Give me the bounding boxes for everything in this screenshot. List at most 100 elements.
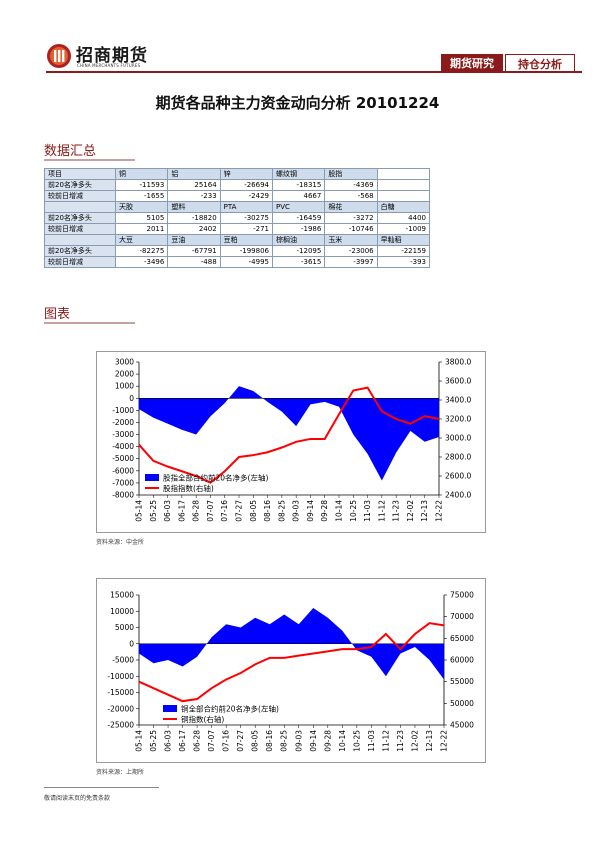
y-left-tick-label: -7000	[112, 478, 134, 487]
table-cell: -1009	[376, 223, 431, 235]
table-cell: -12095	[271, 245, 326, 257]
y-left-tick-label: -3000	[112, 430, 134, 439]
table-cell: -23006	[324, 245, 378, 257]
y-right-tick-label: 70000	[450, 612, 474, 621]
y-left-tick-label: 1000	[115, 382, 134, 391]
y-right-tick-label: 3600.0	[445, 377, 471, 386]
table-header-row: 天胶 塑料 PTA PVC 棉花 白糖	[44, 201, 431, 213]
header-tab-position[interactable]: 持仓分析	[505, 54, 575, 73]
table-cell: 2402	[167, 223, 221, 235]
table-cell: -1986	[271, 223, 326, 235]
table-cell: 2011	[114, 223, 169, 235]
summary-table: 项目铜铝锌螺纹钢 股指 前20名净多头 -11593 25164 -26694 -18315…	[44, 168, 431, 268]
table-cell: -3496	[114, 256, 169, 268]
x-tick-label: 10-14	[335, 500, 344, 522]
x-tick-label: 07-16	[220, 500, 229, 522]
table-row: 前20名净多头 -11593 25164 -26694 -18315 -4369	[44, 179, 431, 191]
table-column-header: 塑料	[167, 201, 221, 213]
table-cell: -11593	[114, 179, 169, 191]
brand-name-cn: 招商期货	[76, 46, 148, 66]
y-left-tick-label: -10000	[107, 672, 134, 681]
section-charts-heading: 图表	[44, 307, 71, 322]
table-cell: -4995	[219, 256, 273, 268]
x-tick-label: 08-16	[265, 730, 274, 752]
y-left-tick-label: -15000	[107, 688, 134, 697]
table-row: 前20名净多头 -82275 -67791 -199806 -12095 -23006 -2…	[44, 245, 431, 257]
brand-logo: 招商期货 CHINA MERCHANTS FUTURES	[46, 40, 156, 74]
table-row-label: 前20名净多头	[44, 245, 116, 257]
table-column-header	[376, 168, 431, 180]
table-column-header: 白糖	[376, 201, 431, 213]
x-tick-label: 07-27	[236, 730, 245, 752]
x-tick-label: 08-16	[263, 500, 272, 522]
y-right-tick-label: 2600.0	[445, 472, 471, 481]
price-index-line-series	[138, 386, 440, 484]
y-left-tick-label: -8000	[112, 491, 134, 500]
table-cell: 4667	[271, 190, 326, 202]
y-left-tick-label: 15000	[110, 591, 134, 600]
table-cell: -4369	[324, 179, 378, 191]
y-left-tick-label: -25000	[107, 721, 134, 730]
table-column-header: 股指	[324, 168, 378, 180]
logo-mark-icon	[47, 44, 71, 68]
table-column-header: PVC	[271, 201, 326, 213]
x-tick-label: 12-02	[406, 500, 415, 522]
table-cell: -3615	[271, 256, 326, 268]
table-header-label: 项目	[44, 168, 116, 180]
y-left-tick-label: 2000	[115, 370, 134, 379]
x-tick-label: 08-05	[251, 730, 260, 752]
y-left-tick-label: -5000	[112, 656, 134, 665]
source-note-1: 资料来源：中金所	[96, 539, 145, 546]
table-column-header: 棉花	[324, 201, 378, 213]
table-header-label	[44, 234, 116, 246]
x-tick-label: 12-22	[440, 730, 449, 752]
table-row: 前20名净多头 5105 -18820 -30275 -16459 -3272 4400	[44, 212, 431, 224]
y-left-tick-label: 5000	[115, 623, 134, 632]
y-right-tick-label: 45000	[450, 721, 474, 730]
x-tick-label: 09-14	[306, 500, 315, 522]
x-tick-label: 12-13	[425, 730, 434, 752]
table-cell: -199806	[219, 245, 273, 257]
table-cell: -1655	[114, 190, 169, 202]
x-tick-label: 08-25	[277, 500, 286, 522]
table-header-row: 项目铜铝锌螺纹钢 股指	[44, 168, 431, 180]
section-summary-underline	[44, 159, 135, 161]
x-tick-label: 08-25	[280, 730, 289, 752]
table-cell: -26694	[219, 179, 273, 191]
table-column-header: 铝	[167, 168, 221, 180]
table-column-header: 玉米	[324, 234, 378, 246]
x-tick-label: 11-23	[396, 730, 405, 752]
table-row: 较前日增减 -3496 -488 -4995 -3615 -3997 -393	[44, 256, 431, 268]
x-tick-label: 06-28	[192, 500, 201, 522]
brand-name-en: CHINA MERCHANTS FUTURES	[77, 63, 141, 68]
y-right-tick-label: 3200.0	[445, 415, 471, 424]
table-cell: -16459	[271, 212, 326, 224]
x-tick-label: 11-12	[377, 500, 386, 522]
x-tick-label: 06-28	[193, 730, 202, 752]
header-tab-research[interactable]: 期货研究	[441, 54, 503, 73]
x-tick-label: 09-14	[309, 730, 318, 752]
table-column-header: 锌	[219, 168, 273, 180]
y-right-tick-label: 75000	[450, 591, 474, 600]
x-tick-label: 10-25	[352, 730, 361, 752]
table-cell: -10746	[324, 223, 378, 235]
x-tick-label: 06-03	[163, 500, 172, 522]
y-right-tick-label: 55000	[450, 677, 474, 686]
footer-disclaimer: 敬请阅读末页的免责条款	[44, 795, 111, 802]
table-cell: -67791	[167, 245, 221, 257]
x-tick-label: 10-25	[349, 500, 358, 522]
chart-copper-svg: 150001000050000-5000-10000-15000-20000-2…	[107, 591, 474, 752]
y-right-tick-label: 3000.0	[445, 434, 471, 443]
table-cell: -3272	[324, 212, 378, 224]
x-tick-label: 12-22	[435, 500, 444, 522]
section-summary-heading: 数据汇总	[44, 144, 97, 159]
x-tick-label: 05-14	[135, 730, 144, 752]
y-left-tick-label: -6000	[112, 466, 134, 475]
x-tick-label: 07-07	[207, 730, 216, 752]
x-tick-label: 11-03	[367, 730, 376, 752]
x-tick-label: 11-03	[363, 500, 372, 522]
legend-label-net-long: 铜全部合约前20名净多(左轴)	[181, 704, 279, 714]
table-cell: -3997	[324, 256, 378, 268]
y-right-tick-label: 2400.0	[445, 491, 471, 500]
table-cell	[376, 179, 431, 191]
